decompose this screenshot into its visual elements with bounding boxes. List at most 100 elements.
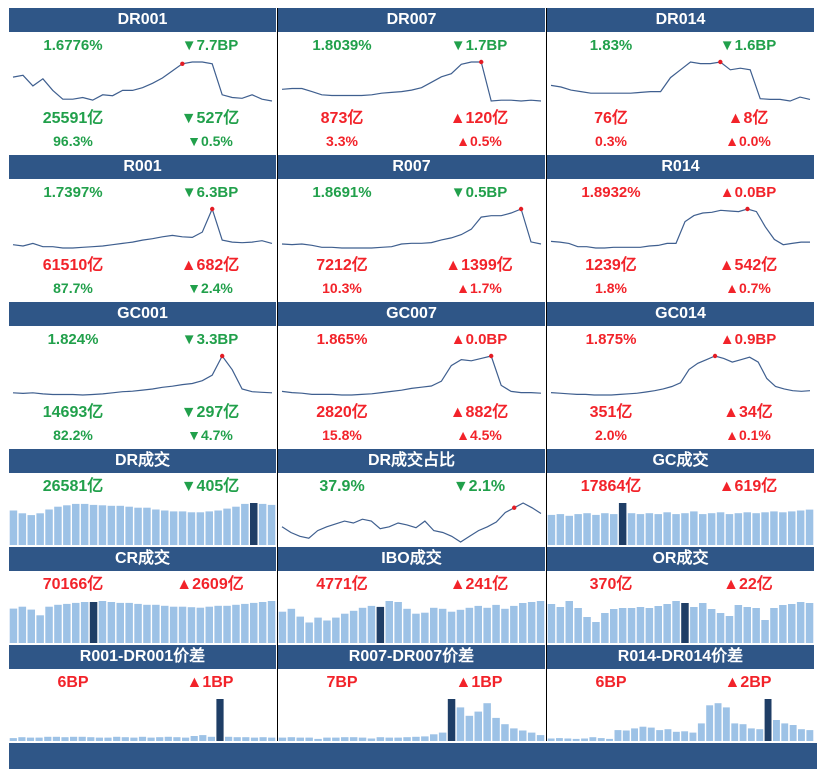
- bar: [98, 601, 107, 643]
- bar: [631, 728, 638, 741]
- bar: [80, 602, 89, 643]
- summary-value: 7BP: [326, 674, 358, 691]
- bar: [18, 737, 26, 741]
- bar: [474, 605, 482, 643]
- bar: [770, 511, 778, 545]
- bar: [798, 729, 805, 741]
- volume-value: 25591亿: [42, 110, 104, 127]
- rate-change: ▼6.3BP: [181, 184, 239, 201]
- bar: [510, 605, 518, 643]
- summary-value: 37.9%: [319, 478, 365, 495]
- rate-value: 1.8932%: [581, 184, 641, 201]
- bar-chart: [9, 699, 276, 741]
- bar: [223, 605, 231, 643]
- rate-panel-r014: R014 1.8932% ▲0.0BP 1239亿 ▲542亿 1.8% ▲0.7%: [547, 155, 814, 300]
- series-line: [281, 208, 542, 249]
- panel-title: GC014: [547, 302, 814, 326]
- sparkline: [12, 61, 273, 102]
- bar: [187, 607, 196, 643]
- summary-change: ▲1BP: [186, 674, 234, 691]
- bar: [627, 513, 636, 545]
- panel-title: R014: [547, 155, 814, 179]
- bar: [268, 737, 276, 741]
- dashboard: DR001 1.6776% ▼7.7BP 25591亿 ▼527亿 96.3% ▼0.5% D…: [9, 8, 817, 771]
- bar: [779, 605, 787, 643]
- bar: [233, 737, 241, 741]
- rate-panel-r007: R007 1.8691% ▼0.5BP 7212亿 ▲1399亿 10.3% ▲1.7%: [278, 155, 545, 300]
- share-value: 1.8%: [595, 280, 627, 296]
- column-divider: [276, 8, 278, 741]
- bar: [627, 608, 636, 643]
- share-value: 2.0%: [595, 427, 627, 443]
- panel-title: R001-DR001价差: [9, 645, 276, 669]
- bar: [501, 608, 509, 643]
- bar: [707, 609, 716, 643]
- panel-title: R014-DR014价差: [547, 645, 814, 669]
- bar: [752, 513, 760, 545]
- bar: [645, 608, 654, 643]
- share-value: 15.8%: [322, 427, 362, 443]
- bar: [107, 602, 116, 643]
- sparkline: [550, 59, 811, 102]
- sparkline: [281, 59, 542, 102]
- bar: [492, 604, 500, 643]
- bar: [447, 611, 456, 643]
- share-change: ▼2.4%: [187, 280, 233, 296]
- share-change: ▼4.7%: [187, 427, 233, 443]
- bar: [747, 728, 755, 741]
- bar: [430, 607, 438, 643]
- bar: [161, 605, 169, 643]
- volume-change: ▲120亿: [449, 110, 509, 127]
- volume-value: 61510亿: [42, 257, 104, 274]
- bar: [199, 735, 207, 741]
- bar: [789, 725, 797, 741]
- rate-change: ▲0.0BP: [450, 331, 508, 348]
- volume-panel-gc成交: GC成交 17864亿 ▲619亿: [547, 449, 814, 547]
- bar: [287, 737, 296, 741]
- rate-value: 1.875%: [585, 331, 637, 348]
- bar: [465, 715, 474, 741]
- bar: [349, 610, 358, 643]
- latest-point-marker: [718, 59, 723, 65]
- bar-chart: [278, 699, 545, 741]
- bar: [314, 738, 322, 741]
- bar-chart: [547, 503, 814, 545]
- bar: [716, 613, 725, 643]
- bar: [572, 738, 580, 741]
- bar: [278, 611, 287, 643]
- bar: [610, 609, 618, 643]
- rate-change: ▲0.0BP: [719, 184, 777, 201]
- rate-value: 1.6776%: [43, 37, 103, 54]
- bar: [788, 604, 796, 643]
- bar: [205, 511, 213, 545]
- bar: [178, 606, 187, 643]
- bar: [672, 601, 680, 643]
- bar: [205, 606, 213, 643]
- bar-chart: [547, 699, 814, 741]
- bar: [54, 506, 62, 545]
- bar: [574, 514, 582, 545]
- series-line: [12, 207, 273, 249]
- volume-change: ▲882亿: [449, 404, 509, 421]
- panel-title: GC007: [278, 302, 545, 326]
- summary-change: ▲619亿: [718, 478, 778, 495]
- bar: [618, 608, 627, 643]
- bar: [501, 724, 509, 741]
- rate-change: ▼1.6BP: [719, 37, 777, 54]
- bar: [18, 513, 27, 545]
- bar: [761, 512, 769, 545]
- bar: [697, 723, 705, 741]
- bar: [121, 737, 129, 741]
- sparkline: [12, 353, 273, 396]
- volume-value: 14693亿: [42, 404, 104, 421]
- rate-value: 1.8039%: [312, 37, 372, 54]
- panel-title: CR成交: [9, 547, 276, 571]
- bar: [164, 736, 172, 741]
- summary-value: 70166亿: [42, 576, 104, 593]
- rate-panel-dr014: DR014 1.83% ▼1.6BP 76亿 ▲8亿 0.3% ▲0.0%: [547, 8, 814, 153]
- bar: [636, 607, 645, 643]
- summary-change: ▲241亿: [449, 576, 509, 593]
- bar: [656, 730, 664, 741]
- bar: [169, 511, 178, 545]
- summary-value: 4771亿: [316, 576, 368, 593]
